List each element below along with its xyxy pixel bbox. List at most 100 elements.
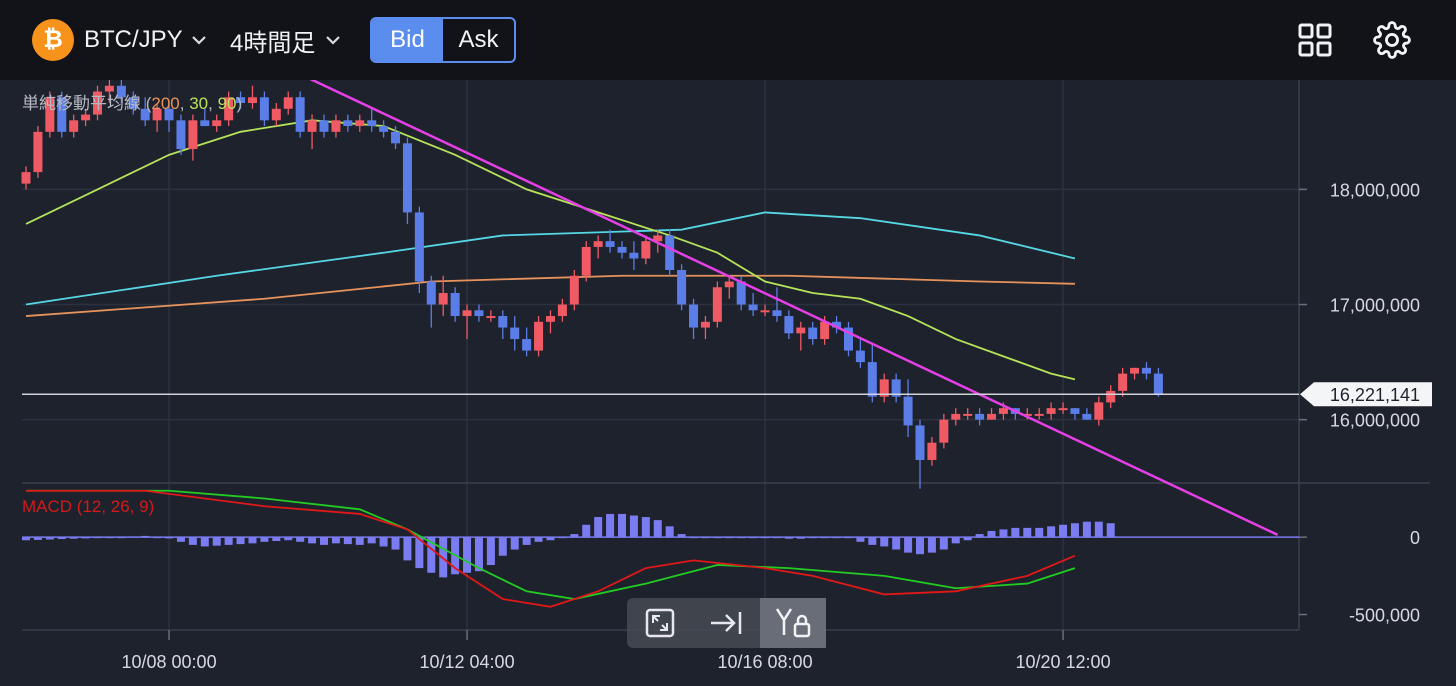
candle-body — [963, 413, 973, 416]
candle-body — [510, 327, 520, 340]
candle-body — [343, 120, 353, 127]
macd-histogram-bar — [93, 537, 102, 539]
candle-body — [224, 97, 234, 121]
macd-histogram-bar — [129, 536, 138, 538]
macd-histogram-bar — [904, 537, 913, 553]
candle-body — [1046, 408, 1056, 414]
macd-histogram-bar — [737, 537, 746, 539]
candle-body — [1141, 367, 1151, 374]
macd-histogram-bar — [880, 537, 889, 547]
candle-body — [736, 281, 746, 305]
candle-body — [128, 97, 138, 109]
candle-body — [21, 172, 31, 184]
candle-body — [367, 120, 377, 127]
current-price-line: 16,221,141 — [22, 382, 1432, 407]
macd-histogram-bar — [45, 537, 54, 540]
candle-body — [164, 108, 174, 121]
macd-histogram-bar — [474, 537, 483, 572]
ma-line-90 — [25, 119, 1076, 381]
macd-histogram-bar — [534, 537, 543, 542]
macd-histogram-bar — [212, 537, 221, 546]
macd-histogram-bar — [975, 534, 984, 538]
candle-body — [915, 425, 925, 460]
macd-histogram-bar — [105, 537, 114, 539]
macd-histogram-bar — [439, 537, 448, 578]
macd-histogram-bar — [1106, 523, 1115, 538]
ma30-param: 30 — [189, 94, 208, 113]
macd-histogram-bar — [236, 537, 245, 545]
candle-body — [45, 97, 55, 132]
macd-histogram-bar — [320, 537, 328, 545]
axis-labels: 10/08 00:00 10/12 04:00 10/16 08:00 10/20 1… — [121, 180, 1420, 672]
candle-body — [605, 241, 615, 247]
macd-histogram-bar — [427, 537, 436, 573]
candle-body — [271, 108, 281, 121]
ask-button[interactable]: Ask — [458, 26, 499, 53]
candle-body — [951, 413, 961, 420]
candle-body — [81, 114, 91, 121]
macd-histogram-bar — [176, 537, 185, 542]
macd-histogram-bar — [677, 534, 686, 538]
macd-histogram-bar — [999, 529, 1008, 538]
candle-body — [426, 281, 436, 305]
macd-histogram-bar — [224, 537, 233, 545]
candle-body — [700, 321, 710, 328]
macd-histogram-bar — [594, 517, 603, 538]
macd-histogram-bar — [689, 537, 698, 539]
macd-histogram-bar — [772, 537, 781, 539]
candle-body — [355, 120, 365, 127]
candle-body — [212, 120, 222, 127]
candle-body — [1070, 408, 1080, 414]
trendline-segment — [309, 80, 1279, 536]
grid-layout-icon[interactable] — [1293, 18, 1337, 62]
trendline[interactable] — [300, 80, 1279, 536]
ma-label-suffix: ) — [237, 94, 243, 113]
candle-body — [69, 120, 79, 132]
macd-histogram-bar — [665, 526, 674, 538]
macd-histogram-bar — [629, 515, 638, 538]
fullscreen-icon[interactable] — [627, 598, 693, 648]
pair-selector[interactable]: ₿ BTC/JPY — [32, 18, 207, 62]
gear-icon[interactable] — [1370, 18, 1414, 62]
current-price-label: 16,221,141 — [1330, 385, 1420, 405]
bid-button[interactable]: Bid — [372, 19, 443, 61]
macd-histogram-bar — [1070, 523, 1079, 538]
macd-histogram-bar — [796, 537, 805, 539]
candle-body — [379, 126, 389, 132]
candle-body — [1118, 373, 1128, 391]
top-bar: ₿ BTC/JPY 4時間足 Bid Ask — [0, 0, 1456, 80]
candle-body — [772, 310, 782, 317]
candle-body — [200, 120, 210, 127]
candle-body — [808, 327, 818, 340]
bid-ask-toggle[interactable]: Bid Ask — [370, 17, 516, 63]
x-tick-label: 10/08 00:00 — [121, 652, 216, 672]
candle-body — [855, 350, 865, 363]
macd-histogram-bar — [81, 537, 90, 539]
timeframe-selector[interactable]: 4時間足 — [230, 18, 341, 62]
macd-histogram-bar — [927, 537, 936, 553]
macd-histogram-bar — [784, 537, 793, 539]
scroll-to-latest-icon[interactable] — [693, 598, 759, 648]
macd-histogram-bar — [284, 537, 293, 541]
y-axis-lock-icon[interactable] — [759, 598, 826, 648]
macd-histogram-bar — [486, 537, 495, 566]
candle-body — [760, 310, 770, 313]
price-chart[interactable]: 16,221,141 10/08 00:00 10/12 04:00 10/16 0… — [0, 80, 1456, 686]
pair-label: BTC/JPY — [84, 26, 183, 53]
candle-body — [188, 120, 198, 150]
candle-body — [593, 241, 603, 247]
x-tick-label: 10/20 12:00 — [1015, 652, 1110, 672]
candle-body — [391, 131, 401, 144]
candle-body — [712, 287, 722, 322]
macd-histogram-bar — [296, 537, 305, 542]
x-tick-label: 10/16 08:00 — [717, 652, 812, 672]
candle-body — [247, 97, 257, 104]
candle-body — [140, 108, 150, 121]
macd-histogram-bar — [725, 537, 734, 539]
candle-body — [927, 442, 937, 460]
macd-histogram-bar — [272, 537, 281, 542]
macd-histogram-bar — [558, 537, 567, 539]
candle-body — [104, 85, 114, 92]
macd-histogram-bar — [391, 537, 400, 550]
candle-body — [33, 131, 43, 173]
